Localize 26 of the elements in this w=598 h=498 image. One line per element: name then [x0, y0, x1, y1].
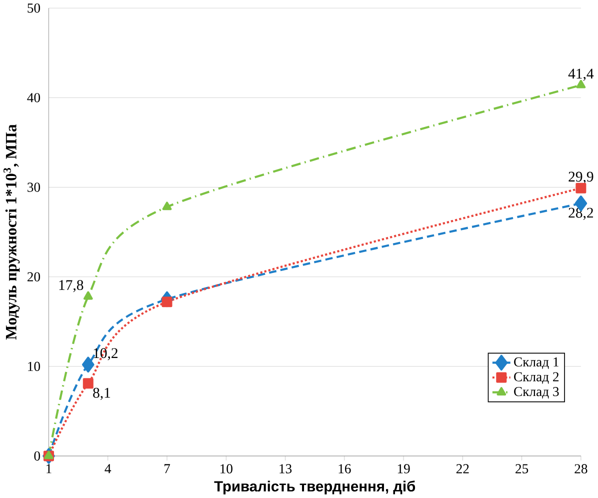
- x-tick-label: 7: [164, 464, 170, 474]
- x-tick-label: 4: [104, 464, 112, 474]
- y-tick-label: 0: [34, 451, 40, 461]
- y-tick-label: 40: [27, 93, 40, 102]
- x-tick-label: 1: [46, 464, 52, 474]
- data-label: 17,8: [59, 280, 84, 292]
- legend-label: Склад 2: [514, 372, 559, 384]
- x-tick-label: 13: [280, 464, 292, 474]
- data-label: 10,2: [94, 348, 118, 360]
- data-label: 29,9: [568, 172, 594, 184]
- x-tick-label: 22: [456, 464, 469, 474]
- y-axis-title: Модуль пружності 1*10$^{3}$, МПа: [4, 124, 20, 340]
- x-tick-label: 25: [516, 464, 528, 474]
- x-tick-label: 16: [338, 464, 351, 474]
- y-tick-label: 20: [27, 272, 40, 282]
- y-tick-label: 10: [28, 362, 40, 372]
- x-axis-title: Тривалість тверднення, діб: [214, 480, 416, 494]
- legend-label: Склад 3: [514, 387, 559, 399]
- x-tick-label: 19: [398, 464, 410, 474]
- x-tick-label: 10: [220, 464, 232, 474]
- y-tick-label: 50: [28, 4, 40, 13]
- legend-label: Склад 1: [514, 357, 558, 370]
- y-tick-label: 30: [28, 182, 40, 192]
- data-label: 8,1: [93, 388, 110, 400]
- data-label: 41,4: [568, 68, 594, 81]
- x-tick-label: 28: [574, 464, 588, 474]
